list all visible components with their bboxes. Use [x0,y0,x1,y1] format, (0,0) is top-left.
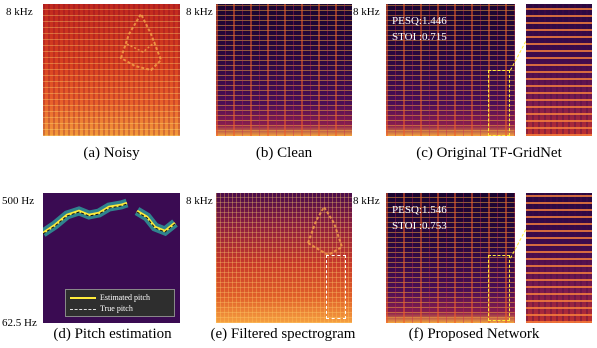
proposed-freq-label: 8 kHz [353,195,380,207]
original-highlight-box [488,70,510,136]
original-pesq: PESQ:1.446 [392,15,447,27]
proposed-caption: (f) Proposed Network [408,326,540,342]
proposed-pesq: PESQ:1.546 [392,204,447,216]
original-caption: (c) Original TF-GridNet [416,145,562,161]
filtered-freq-label: 8 kHz [186,195,213,207]
proposed-zoom-panel [526,193,592,323]
pitch-legend: Estimated pitch True pitch [65,289,175,317]
filtered-caption: (e) Filtered spectrogram [210,326,356,342]
pitch-freq-bottom-label: 62.5 Hz [2,317,37,329]
noisy-freq-label: 8 kHz [6,6,33,18]
legend-estimated: Estimated pitch [70,293,150,303]
noisy-spectrogram [43,4,180,136]
clean-freq-label: 8 kHz [186,6,213,18]
pitch-contours [43,198,178,237]
pitch-caption: (d) Pitch estimation [53,326,172,342]
pitch-estimation-plot: Estimated pitch True pitch [43,193,180,323]
filtered-highlight-box [326,255,346,319]
proposed-highlight-box [488,255,510,321]
legend-true-swatch [70,308,96,310]
original-stoi: STOI :0.715 [392,31,447,43]
original-spectrogram: PESQ:1.446 STOI :0.715 [386,4,515,136]
original-freq-label: 8 kHz [353,6,380,18]
proposed-spectrogram: PESQ:1.546 STOI :0.753 [386,193,515,323]
legend-true-label: True pitch [100,304,133,313]
legend-estimated-swatch [70,297,96,300]
noisy-speech-overlay [119,11,163,72]
legend-true: True pitch [70,304,133,314]
noisy-caption: (a) Noisy [83,145,140,161]
clean-caption: (b) Clean [255,145,313,161]
proposed-stoi: STOI :0.753 [392,220,447,232]
filtered-spectrogram [216,193,352,323]
original-zoom-panel [526,4,592,136]
clean-spectrogram [216,4,352,136]
pitch-freq-top-label: 500 Hz [2,195,35,207]
legend-estimated-label: Estimated pitch [100,293,150,302]
